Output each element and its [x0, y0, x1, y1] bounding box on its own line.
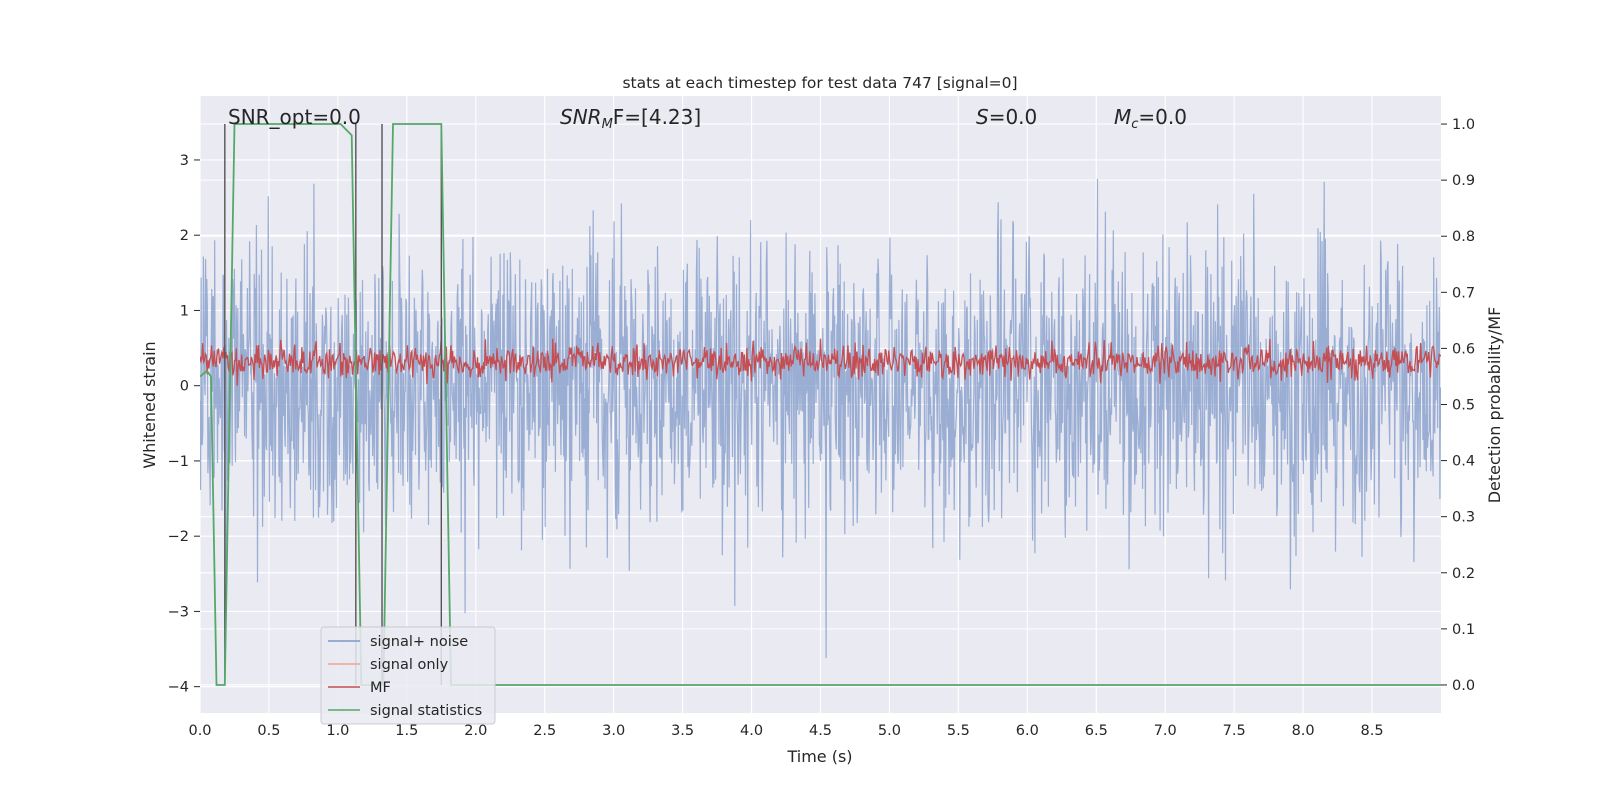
y-tick-labels: 3 2 1 0 −1 −2 −3 −4	[168, 153, 200, 696]
x-tick-label: 1.0	[326, 723, 349, 739]
y-tick-label: −2	[168, 529, 189, 545]
y2-tick-label: 0.8	[1452, 229, 1475, 245]
x-tick-label: 2.5	[533, 723, 556, 739]
y2-tick-label: 0.2	[1452, 566, 1475, 582]
x-tick-label: 2.0	[464, 723, 487, 739]
y2-tick-label: 0.9	[1452, 173, 1475, 189]
x-tick-label: 4.0	[740, 723, 763, 739]
legend-entry-mf: MF	[328, 680, 391, 696]
annotation-snr-mf: SNRMF=[4.23]	[560, 105, 701, 132]
svg-text:signal+ noise: signal+ noise	[370, 634, 468, 650]
legend-box	[320, 626, 496, 725]
legend: signal+ noise signal only MF signal stat…	[320, 626, 496, 725]
y-tick-label: −4	[168, 680, 189, 696]
y2-tick-label: 0.7	[1452, 285, 1475, 301]
y2-tick-labels: 1.0 0.9 0.8 0.7 0.6 0.5 0.4 0.3 0.2 0.1 0.0	[1441, 117, 1475, 694]
x-tick-label: 7.0	[1154, 723, 1177, 739]
y-tick-label: 1	[180, 303, 189, 319]
y2-tick-label: 0.4	[1452, 454, 1475, 470]
y2-tick-label: 0.6	[1452, 341, 1475, 357]
y2-axis-label: Detection probability/MF	[1485, 307, 1504, 504]
x-tick-label: 3.0	[602, 723, 625, 739]
y2-tick-label: 0.1	[1452, 622, 1475, 638]
x-tick-label: 1.5	[395, 723, 418, 739]
legend-entry-signal-noise: signal+ noise	[328, 634, 468, 650]
y2-tick-label: 0.0	[1452, 678, 1475, 694]
chart-title: stats at each timestep for test data 747…	[622, 74, 1017, 92]
svg-text:signal only: signal only	[370, 657, 449, 673]
x-axis-label: Time (s)	[786, 747, 852, 766]
y-tick-label: 3	[180, 153, 189, 169]
x-tick-labels: 0.0 0.5 1.0 1.5 2.0 2.5 3.0 3.5 4.0 4.5 5.0 5.5 6.0 6…	[188, 723, 1383, 739]
annotation-s: S=0.0	[976, 105, 1037, 129]
annotation-mc: Mc=0.0	[1114, 105, 1187, 132]
y-tick-label: 0	[180, 379, 189, 395]
x-tick-label: 7.5	[1223, 723, 1246, 739]
svg-text:MF: MF	[370, 680, 391, 696]
mf-line	[200, 338, 1441, 386]
legend-entry-signal-only: signal only	[328, 657, 449, 673]
x-tick-label: 5.0	[878, 723, 901, 739]
svg-text:SNR_opt=0.0: SNR_opt=0.0	[228, 105, 361, 129]
svg-text:signal statistics: signal statistics	[370, 703, 482, 719]
y-tick-label: −1	[168, 454, 189, 470]
y-axis-label: Whitened strain	[140, 341, 159, 468]
x-tick-label: 0.0	[188, 723, 211, 739]
signal-statistics-line	[200, 123, 1441, 686]
x-tick-label: 5.5	[947, 723, 970, 739]
y2-tick-label: 1.0	[1452, 117, 1475, 133]
annotation-snr-opt: SNR_opt=0.0	[228, 105, 361, 129]
x-tick-label: 3.5	[671, 723, 694, 739]
x-tick-label: 6.0	[1016, 723, 1039, 739]
x-tick-label: 8.5	[1361, 723, 1384, 739]
x-tick-label: 8.0	[1292, 723, 1315, 739]
x-tick-label: 6.5	[1085, 723, 1108, 739]
y2-tick-label: 0.3	[1452, 510, 1475, 526]
x-tick-label: 4.5	[809, 723, 832, 739]
y-tick-label: 2	[180, 228, 189, 244]
legend-entry-signal-statistics: signal statistics	[328, 703, 482, 719]
x-tick-label: 0.5	[257, 723, 280, 739]
y-tick-label: −3	[168, 604, 189, 620]
y2-tick-label: 0.5	[1452, 398, 1475, 414]
